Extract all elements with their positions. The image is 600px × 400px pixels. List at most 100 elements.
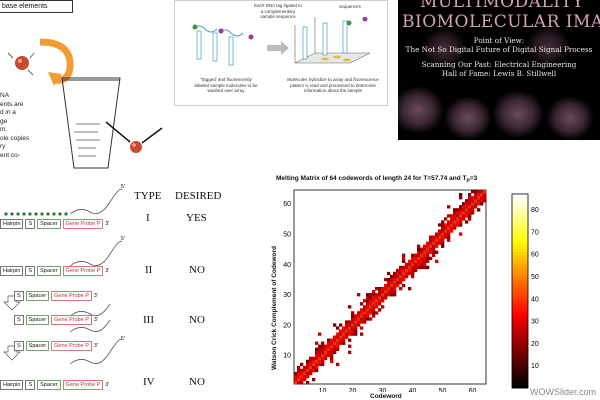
heatmap-cell (360, 326, 364, 330)
segment-probe: Gene Probe P (62, 219, 104, 229)
heatmap-cell (312, 368, 316, 373)
heatmap-cell (480, 202, 484, 206)
heatmap-cell (330, 359, 334, 364)
colorbar-step (512, 284, 528, 289)
heatmap-cell (372, 290, 376, 294)
heatmap-cell (438, 223, 442, 227)
heatmap-cell (465, 202, 469, 206)
heatmap-cell (393, 283, 397, 288)
heatmap-cell (345, 326, 349, 330)
heatmap-cell (312, 362, 316, 367)
segment-s: S (25, 380, 36, 390)
colorbar-step (512, 318, 528, 322)
segment-probe: Gene Probe P (51, 341, 92, 351)
colorbar-step (512, 227, 528, 231)
heatmap-cell (432, 250, 436, 254)
heatmap-cell (414, 259, 418, 264)
heatmap-cell (372, 299, 376, 303)
heatmap-cell (450, 223, 454, 227)
strand-strip-2: Hairpin S Spacer Gene Probe P 3' (0, 266, 109, 276)
heatmap-cell (375, 296, 379, 300)
x-tick-label: 40 (409, 388, 417, 392)
heatmap-cell (360, 311, 364, 315)
segment-spacer: Spacer (25, 315, 50, 325)
heatmap-cell (351, 320, 355, 324)
heatmap-cell (420, 262, 424, 267)
heatmap-cell (363, 320, 367, 324)
heatmap-cell (315, 356, 319, 361)
heatmap-cell (366, 314, 370, 318)
heatmap-cell (396, 268, 400, 273)
heatmap-cell (336, 344, 340, 348)
heatmap-cell (399, 274, 403, 279)
heatmap-cell (366, 305, 370, 309)
heatmap-cell (411, 253, 415, 257)
heatmap-cell (321, 353, 325, 358)
heatmap-cell (441, 244, 445, 248)
cover-title-line-2: BIOMOLECULAR IMAG (402, 12, 600, 32)
heatmap-cell (336, 332, 340, 336)
heatmap-cell (411, 259, 415, 264)
heatmap-cell (357, 323, 361, 327)
heatmap-cell (432, 238, 436, 242)
type-header: TYPE (134, 190, 162, 202)
heatmap-cell (375, 302, 379, 306)
heatmap-cell (402, 268, 406, 273)
heatmap-cell (420, 253, 424, 257)
heatmap-cell (339, 341, 343, 345)
heatmap-cell (483, 190, 487, 194)
heatmap-cell (345, 329, 349, 333)
heatmap-cell (453, 211, 457, 215)
colorbar-step (512, 366, 528, 371)
end-5-label: 5' (121, 336, 125, 342)
heatmap-cell (411, 262, 415, 267)
heatmap-cell (342, 329, 346, 333)
colorbar-step (512, 327, 528, 331)
segment-s: S (25, 266, 36, 276)
heatmap-cell (297, 374, 301, 379)
colorbar-step (512, 260, 528, 265)
heatmap-cell (405, 271, 409, 276)
heatmap-cell (387, 293, 391, 297)
heatmap-cell (387, 287, 391, 291)
heatmap-cell (381, 293, 385, 297)
heatmap-cell (372, 314, 376, 318)
heatmap-cell (477, 202, 481, 206)
heatmap-cell (318, 359, 322, 364)
heatmap-cell (420, 256, 424, 261)
heatmap-cell (450, 229, 454, 233)
heatmap-cell (339, 335, 343, 339)
dna-array-diagram: Each DNA tag ligated to a complementary … (174, 0, 388, 106)
molecule-ball-icon-2 (130, 141, 142, 153)
heatmap-cell (333, 341, 337, 345)
heatmap-cell (306, 362, 310, 367)
heatmap-cell (330, 356, 334, 361)
heatmap-cell (366, 311, 370, 315)
top-left-description: NA ents are d in a ge m. ole copies ry e… (0, 92, 60, 160)
colorbar-step (512, 315, 528, 319)
end-3-label: 3' (93, 317, 98, 323)
colorbar-step (512, 324, 528, 328)
segment-hairpin: Hairpin (0, 219, 24, 229)
segment-spacer: Spacer (25, 291, 50, 301)
heatmap-cell (459, 220, 463, 224)
heatmap-cell (447, 235, 451, 239)
heatmap-cell (423, 247, 427, 251)
heatmap-cell (393, 290, 397, 294)
heatmap-title-main: Melting Matrix of 64 codewords of length… (276, 175, 467, 182)
colorbar-step (512, 215, 528, 219)
segment-s: S (14, 291, 24, 301)
heatmap-cell (429, 238, 433, 242)
heatmap-cell (441, 241, 445, 245)
heatmap-cell (297, 365, 301, 370)
heatmap-cell (423, 244, 427, 248)
heatmap-cell (297, 371, 301, 376)
heatmap-cell (357, 293, 361, 297)
molecule-ball-icon (15, 56, 29, 70)
heatmap-cell (300, 362, 304, 367)
x-tick-label: 60 (469, 388, 477, 392)
heatmap-cell (393, 280, 397, 285)
orange-arrow-icon (39, 38, 74, 84)
heatmap-cell (435, 232, 439, 236)
heatmap-cell (417, 265, 421, 270)
